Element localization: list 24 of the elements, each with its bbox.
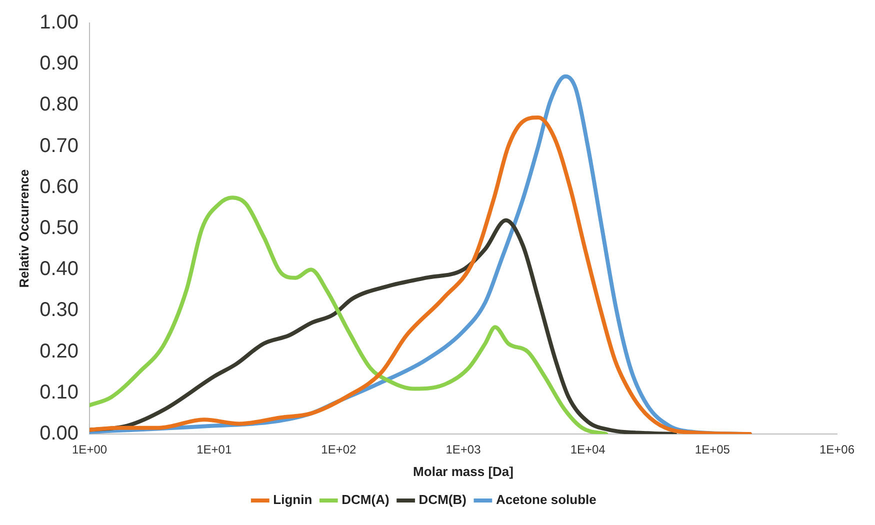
x-tick-label: 1E+01 [196, 442, 232, 457]
y-tick-label: 0.70 [40, 134, 79, 157]
y-tick-label: 1.00 [40, 12, 79, 34]
y-tick-label: 0.90 [40, 52, 79, 75]
x-tick-label: 1E+02 [321, 442, 357, 457]
y-tick-label: 0.00 [40, 422, 79, 445]
x-tick-label: 1E+00 [72, 442, 108, 457]
legend-label: DCM(A) [342, 492, 390, 508]
y-axis-title: Relativ Occurrence [16, 169, 32, 288]
legend-label: Acetone soluble [496, 492, 596, 508]
legend-label: DCM(B) [418, 492, 466, 508]
x-tick-label: 1E+05 [694, 442, 730, 457]
y-tick-label: 0.20 [40, 340, 79, 362]
y-tick-label: 0.40 [40, 258, 79, 280]
legend-label: Lignin [273, 492, 312, 508]
y-tick-label: 0.30 [40, 299, 79, 322]
y-tick-label: 0.50 [40, 217, 79, 240]
y-tick-label: 0.60 [40, 176, 79, 198]
x-axis-title: Molar mass [Da] [413, 464, 514, 479]
x-tick-label: 1E+03 [446, 442, 482, 457]
x-tick-label: 1E+06 [819, 442, 855, 457]
y-tick-label: 0.80 [40, 94, 79, 116]
y-tick-label: 0.10 [40, 381, 79, 404]
x-tick-label: 1E+04 [570, 442, 606, 457]
